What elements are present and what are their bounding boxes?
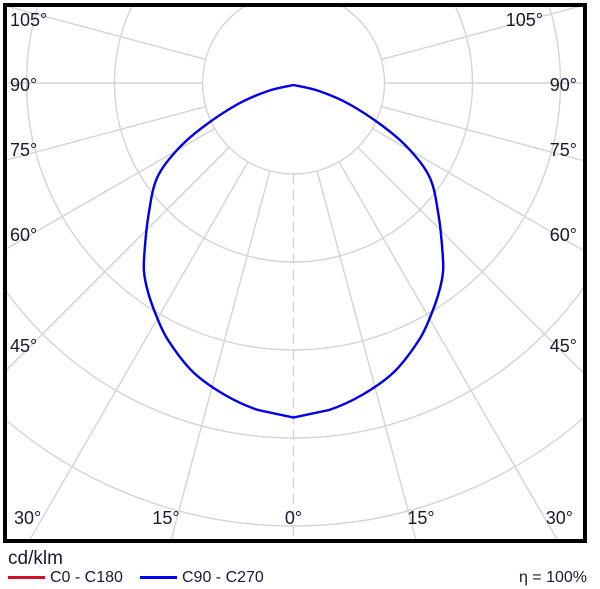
svg-text:60°: 60° bbox=[10, 225, 37, 245]
svg-text:15°: 15° bbox=[152, 508, 179, 528]
svg-text:105°: 105° bbox=[10, 10, 47, 30]
svg-text:15°: 15° bbox=[407, 508, 434, 528]
svg-text:105°: 105° bbox=[506, 10, 543, 30]
svg-text:75°: 75° bbox=[10, 140, 37, 160]
svg-text:75°: 75° bbox=[550, 140, 577, 160]
svg-text:30°: 30° bbox=[546, 508, 573, 528]
svg-text:90°: 90° bbox=[10, 75, 37, 95]
svg-text:45°: 45° bbox=[10, 336, 37, 356]
svg-text:60°: 60° bbox=[550, 225, 577, 245]
svg-text:0°: 0° bbox=[285, 508, 302, 528]
svg-text:45°: 45° bbox=[550, 336, 577, 356]
svg-text:30°: 30° bbox=[14, 508, 41, 528]
svg-text:90°: 90° bbox=[550, 75, 577, 95]
